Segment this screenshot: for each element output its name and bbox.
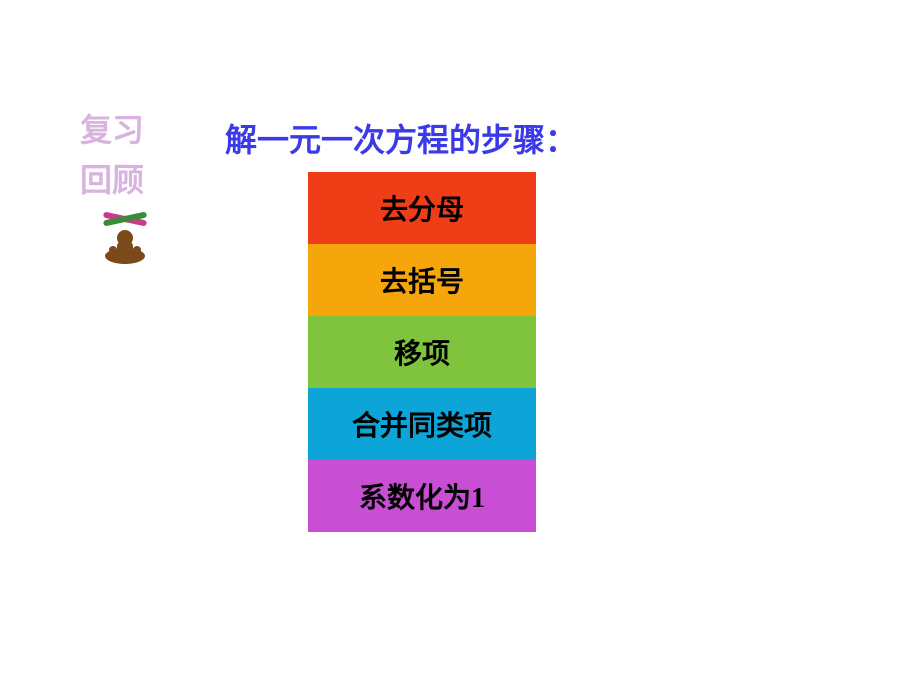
thinker-icon: [95, 210, 155, 270]
page-title: 解一元一次方程的步骤：: [225, 115, 577, 161]
step-box: 系数化为1: [308, 460, 536, 532]
sidebar-line-2: 回顾: [80, 155, 144, 201]
step-box: 合并同类项: [308, 388, 536, 460]
sidebar-line-1: 复习: [80, 105, 144, 151]
steps-column: 去分母 去括号 移项 合并同类项 系数化为1: [308, 172, 536, 532]
step-box: 移项: [308, 316, 536, 388]
step-box: 去分母: [308, 172, 536, 244]
step-box: 去括号: [308, 244, 536, 316]
